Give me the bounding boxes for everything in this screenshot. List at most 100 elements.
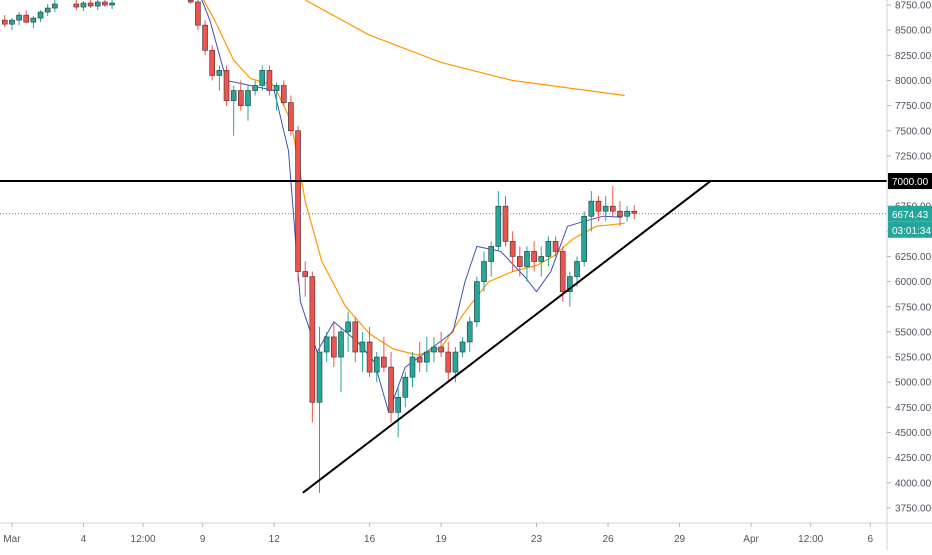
x-tick-label: 6 xyxy=(868,534,874,545)
ma-short-line xyxy=(201,0,623,413)
candle-down xyxy=(352,321,359,353)
candle-up xyxy=(602,205,609,212)
x-tick-label: 23 xyxy=(531,534,543,545)
candle-down xyxy=(552,241,559,252)
y-tick-label: 7750.00 xyxy=(895,101,932,112)
y-tick-label: 6250.00 xyxy=(895,252,932,263)
candle-up xyxy=(545,241,552,257)
y-tick-label: 4750.00 xyxy=(895,403,932,414)
candle-down xyxy=(595,200,602,212)
candle-down xyxy=(223,70,230,101)
candle-down xyxy=(438,346,444,353)
candle-down xyxy=(502,205,509,242)
candle-up xyxy=(409,356,416,378)
candle-countdown-label: 03:01:34 xyxy=(892,226,931,237)
y-tick-label: 3750.00 xyxy=(895,503,932,514)
candle-down xyxy=(187,0,194,3)
candle-up xyxy=(574,261,580,277)
candle-down xyxy=(381,356,387,368)
candle-up xyxy=(488,246,494,262)
candle-up xyxy=(52,3,58,9)
candle-down xyxy=(366,341,373,373)
candle-up xyxy=(94,1,101,7)
candle-up xyxy=(452,351,459,373)
candle-down xyxy=(73,3,80,8)
y-tick-label: 8250.00 xyxy=(895,51,932,62)
candle-up xyxy=(230,90,237,101)
candle-up xyxy=(359,341,366,353)
candle-down xyxy=(195,1,201,26)
candle-up xyxy=(273,85,280,91)
x-tick-label: 9 xyxy=(200,534,206,545)
candle-up xyxy=(109,2,115,6)
candle-up xyxy=(316,351,323,403)
y-tick-label: 5500.00 xyxy=(895,327,932,338)
x-tick-label: 19 xyxy=(436,534,448,545)
candle-down xyxy=(445,351,452,373)
candle-up xyxy=(431,346,437,353)
candle-countdown-label-bg xyxy=(888,221,932,238)
x-tick-label: 4 xyxy=(81,534,87,545)
ma-mid-line xyxy=(202,0,625,356)
candle-up xyxy=(588,200,595,217)
y-tick-label: 6000.00 xyxy=(895,277,932,288)
y-tick-label: 7250.00 xyxy=(895,151,932,162)
candle-up xyxy=(474,281,480,323)
candle-up xyxy=(252,85,258,91)
y-tick-label: 5750.00 xyxy=(895,302,932,313)
candle-down xyxy=(531,251,537,262)
x-tick-label: 12:00 xyxy=(131,534,156,545)
candle-up xyxy=(581,215,587,262)
candle-down xyxy=(617,210,623,217)
candle-down xyxy=(559,251,566,292)
y-tick-label: 4500.00 xyxy=(895,428,932,439)
y-tick-label: 5250.00 xyxy=(895,353,932,364)
candle-down xyxy=(288,102,294,132)
candle-up xyxy=(216,70,223,76)
resistance-price-label: 7000.00 xyxy=(892,177,929,188)
resistance-price-label-bg xyxy=(888,173,932,190)
candle-down xyxy=(1,19,8,25)
candle-up xyxy=(373,356,380,373)
candle-up xyxy=(245,90,251,106)
x-tick-label: Mar xyxy=(3,534,21,545)
candle-down xyxy=(388,366,394,413)
y-tick-label: 5000.00 xyxy=(895,378,932,389)
current-price-label: 6674.43 xyxy=(892,210,929,221)
candle-down xyxy=(266,70,273,91)
candle-up xyxy=(345,321,351,333)
candle-down xyxy=(280,85,287,103)
candle-down xyxy=(609,205,616,212)
y-tick-label: 7500.00 xyxy=(895,126,932,137)
candle-up xyxy=(424,351,430,363)
candle-up xyxy=(16,14,22,21)
candle-down xyxy=(416,356,423,363)
candle-up xyxy=(402,376,409,398)
moving-averages xyxy=(201,0,625,413)
current-price-label-bg xyxy=(888,205,932,222)
candle-up xyxy=(495,205,502,247)
candle-up xyxy=(481,261,487,282)
candle-down xyxy=(517,256,523,267)
y-tick-label: 4000.00 xyxy=(895,478,932,489)
candle-up xyxy=(9,19,15,25)
x-tick-label: 12:00 xyxy=(798,534,823,545)
candle-down xyxy=(302,271,309,277)
x-tick-label: 26 xyxy=(602,534,614,545)
y-tick-label: 8000.00 xyxy=(895,76,932,87)
x-tick-label: Apr xyxy=(743,534,759,545)
drawn-lines xyxy=(0,180,887,494)
candle-down xyxy=(87,2,94,7)
candle-down xyxy=(238,90,244,106)
candle-down xyxy=(23,14,30,23)
candle-up xyxy=(338,331,344,358)
x-tick-label: 16 xyxy=(364,534,376,545)
candle-up xyxy=(466,321,473,343)
candle-up xyxy=(524,251,530,267)
ma-long-line xyxy=(304,0,625,97)
candle-up xyxy=(44,7,51,13)
candle-down xyxy=(309,276,316,403)
